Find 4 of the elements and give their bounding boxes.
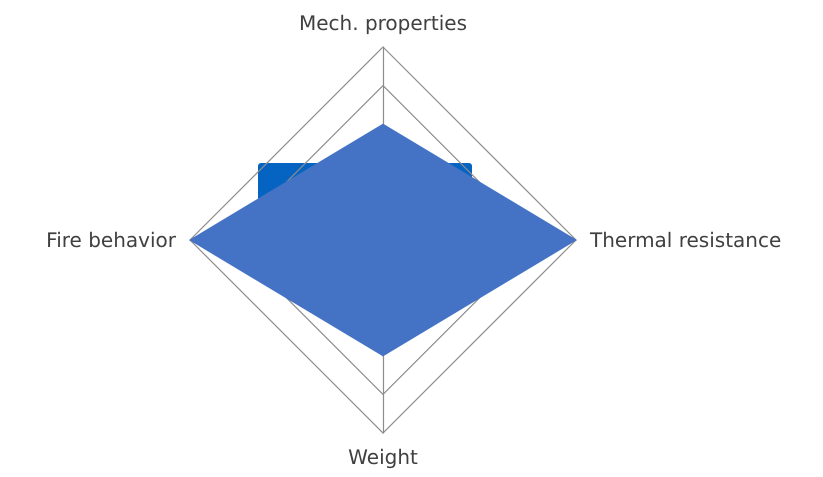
spoke-label: Fire behavior (46, 228, 177, 252)
spoke-label: Weight (348, 445, 418, 469)
spoke-label: Thermal resistance (589, 228, 782, 252)
spoke-label: Mech. properties (298, 11, 468, 35)
